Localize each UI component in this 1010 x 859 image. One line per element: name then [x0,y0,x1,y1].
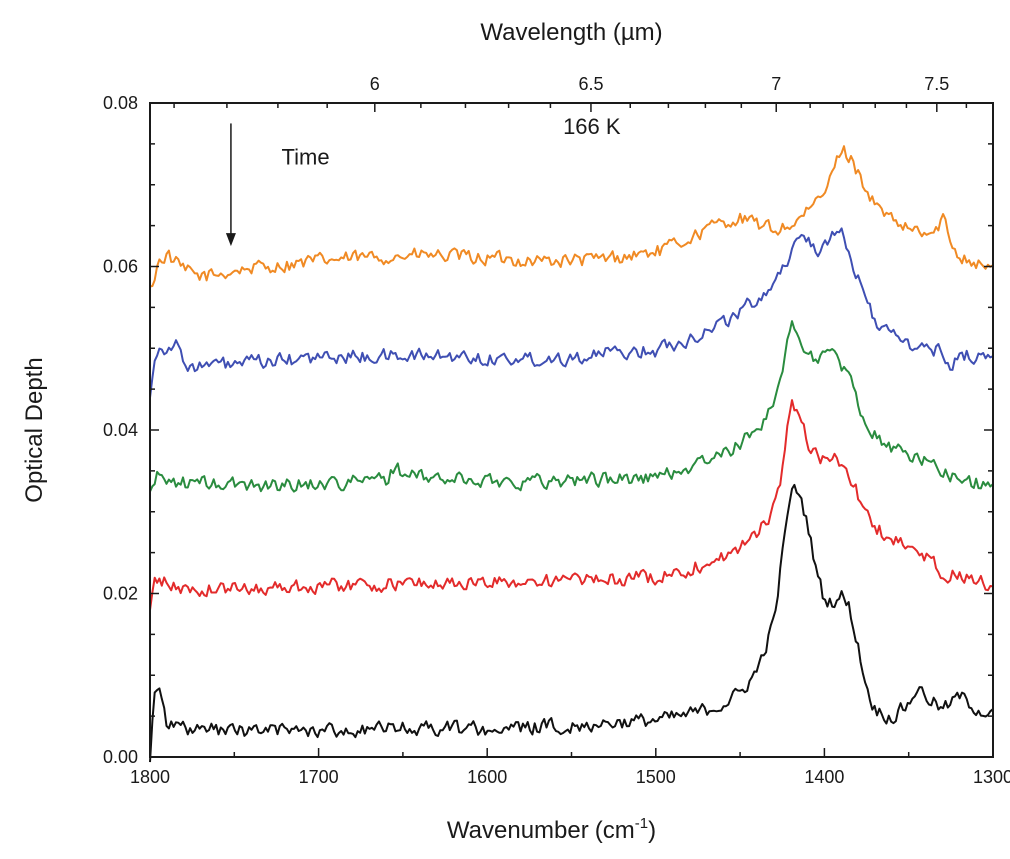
x2-tick-label: 7.5 [924,74,949,94]
x-tick-label: 1600 [467,767,507,787]
ticks-layer [149,102,994,758]
spectrum-line [149,399,993,611]
bottom-axis-title: Wavenumber (cm-1) [447,815,656,844]
x-axis-label-text: Wavenumber [447,817,589,844]
x2-tick-label: 6 [370,74,380,94]
y-tick-label: 0.08 [103,93,138,113]
x-tick-label: 1400 [804,767,844,787]
temperature-annotation: 166 K [563,114,621,139]
x-axis-unit-exponent: -1 [635,815,648,832]
x-axis-unit-prefix: (cm [595,817,635,844]
y-tick-label: 0.06 [103,257,138,277]
spectrum-line [149,320,994,493]
x2-tick-label: 7 [771,74,781,94]
time-arrow-head [225,233,236,247]
x-tick-label: 1700 [299,767,339,787]
plot-frame [149,102,994,758]
spectrum-line [149,227,994,398]
series-layer [149,145,994,763]
x-tick-label: 1800 [130,767,170,787]
top-axis-title: Wavelength (µm) [480,19,662,46]
spectrum-line [149,145,994,288]
y-tick-label: 0.00 [103,747,138,767]
x-axis-unit-suffix: ) [648,817,656,844]
y-tick-label: 0.04 [103,420,138,440]
x-tick-label: 1500 [636,767,676,787]
time-annotation: Time [282,144,330,169]
y-axis-title: Optical Depth [21,357,48,502]
labels-layer: 1800 1700 1600 1500 1400 1300 6 6.5 7 7.5 0.00 0.02… [103,74,1010,787]
x-tick-label: 1300 [973,767,1010,787]
y-tick-label: 0.02 [103,584,138,604]
spectrum-line [149,483,994,763]
x2-tick-label: 6.5 [578,74,603,94]
